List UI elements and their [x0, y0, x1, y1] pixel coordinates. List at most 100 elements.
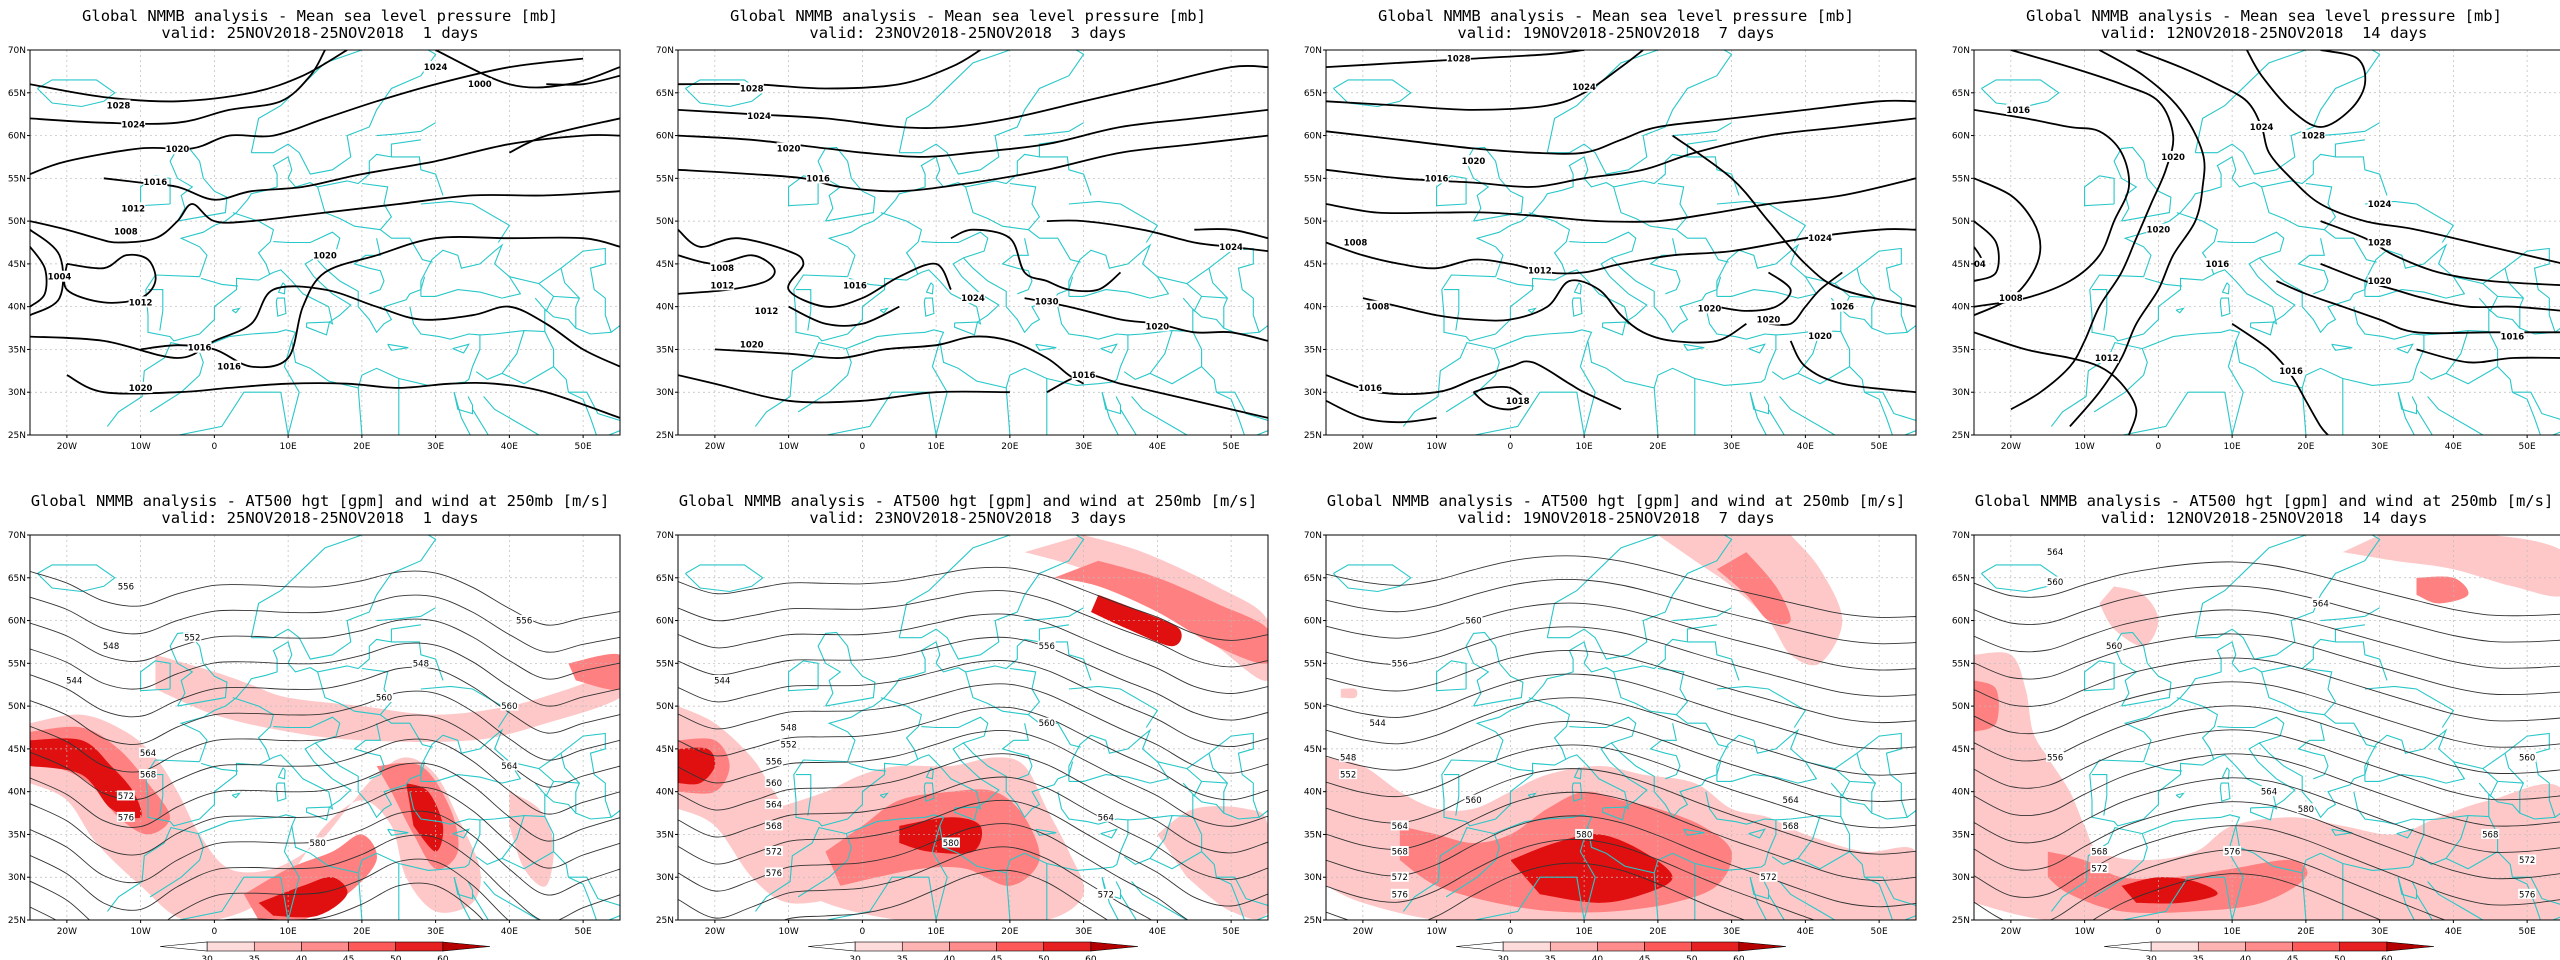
coastline: [1035, 828, 1057, 836]
coastline: [2488, 331, 2513, 393]
isobar-label-bg: [1572, 80, 1597, 92]
latitude-tick-label: 35N: [1952, 830, 1970, 840]
colorbar-segment: [301, 941, 349, 952]
coastline: [1906, 324, 1916, 333]
height-label: 560: [501, 702, 517, 712]
coastline: [2504, 247, 2556, 335]
height-contour: [1974, 825, 2560, 906]
coastline: [1149, 851, 1202, 870]
height-contour: [1974, 849, 2447, 920]
coastline: [1068, 243, 1170, 299]
coastline: [277, 282, 286, 295]
coastline: [2175, 792, 2185, 799]
coastline: [1208, 247, 1260, 335]
coastline: [376, 122, 436, 137]
coastline: [387, 828, 409, 836]
latitude-tick-label: 65N: [656, 89, 674, 99]
coastline: [2301, 872, 2307, 920]
isobar-label: 1018: [1506, 397, 1530, 407]
latitude-tick-label: 35N: [656, 345, 674, 355]
isobar-label-bg: [423, 61, 448, 73]
coastline: [361, 182, 393, 231]
coastline: [1748, 828, 1766, 839]
coastline: [1474, 876, 1577, 920]
height-label: 552: [1340, 771, 1356, 781]
isobar-label: 1008: [1366, 303, 1390, 313]
coastline: [880, 697, 923, 760]
longitude-tick-label: 40E: [2445, 442, 2462, 452]
height-contour: [1974, 609, 2560, 669]
height-contour: [678, 660, 1268, 748]
height-label-bg: [779, 722, 798, 732]
coastline: [793, 257, 1059, 342]
isobar-label-bg: [2006, 103, 2031, 115]
height-label-bg: [764, 777, 783, 788]
height-contour: [1326, 720, 1916, 802]
latitude-tick-label: 25N: [1304, 916, 1322, 926]
colorbar-segment: [395, 941, 444, 952]
height-label-bg: [1096, 811, 1115, 822]
isobar-label-bg: [121, 118, 146, 130]
height-label: 560: [766, 779, 782, 789]
longitude-tick-label: 50E: [2519, 927, 2536, 937]
coastline: [231, 307, 241, 314]
isobar-label: 1016: [2279, 367, 2303, 377]
isobar-label: 1020: [166, 145, 190, 155]
coastline: [1258, 809, 1268, 818]
coastline: [1157, 276, 1228, 299]
coastline: [2227, 340, 2244, 435]
height-label-bg: [1339, 769, 1358, 780]
latitude-tick-label: 45N: [1952, 260, 1970, 270]
coastline: [685, 79, 764, 108]
isobar-label-bg: [1071, 369, 1096, 381]
coastline: [2445, 366, 2498, 385]
coastline: [827, 139, 1069, 277]
coastline: [509, 276, 580, 299]
coastline: [2335, 156, 2388, 196]
coastline: [1039, 641, 1092, 681]
colorbar-label: 35: [897, 955, 908, 960]
coastline: [1441, 257, 1707, 342]
coastline: [501, 851, 554, 870]
colorbar-segment: [996, 941, 1045, 952]
height-contour: [1974, 705, 2560, 775]
height-label: 560: [1465, 796, 1481, 806]
coastline: [2144, 762, 2183, 772]
isobar-label-bg: [1505, 394, 1530, 406]
coastline: [2453, 761, 2524, 784]
coastline: [391, 156, 444, 196]
height-label: 560: [376, 694, 392, 704]
coastline: [1068, 200, 1159, 243]
coastline: [1333, 564, 1412, 593]
isobar-label: 1024: [1572, 83, 1596, 93]
coastline: [483, 881, 540, 920]
coastline: [610, 324, 620, 333]
coastline: [1474, 391, 1577, 435]
latitude-tick-label: 70N: [8, 531, 26, 541]
height-label: 556: [1039, 642, 1055, 652]
isobar-label: 1012: [1528, 267, 1552, 277]
coastline: [2224, 392, 2233, 435]
coastline: [1716, 243, 1818, 299]
longitude-tick-label: 50E: [575, 442, 592, 452]
coastline: [37, 564, 116, 593]
coastline: [1068, 728, 1170, 784]
colorbar-segment: [901, 941, 950, 952]
coastline: [2364, 243, 2466, 299]
height-label: 576: [2519, 890, 2535, 900]
isobar-label-bg: [2146, 223, 2171, 235]
height-label: 564: [2261, 788, 2277, 798]
coastline: [1035, 343, 1057, 351]
coastline: [472, 409, 489, 435]
colorbar-segment: [442, 941, 491, 952]
panel-title: Global NMMB analysis - Mean sea level pr…: [2026, 7, 2502, 25]
coastline: [200, 277, 239, 287]
latitude-tick-label: 70N: [1952, 46, 1970, 56]
map-frame: [677, 49, 1269, 436]
map-background: [678, 50, 1268, 435]
map-canvas: 1028 1024 1020 1016 1012 1008 1016 1020 1024 1030…: [656, 46, 1269, 452]
colorbar-label: 45: [1639, 955, 1650, 960]
coastline: [921, 231, 989, 259]
coastline: [2122, 876, 2225, 920]
height-label: 548: [103, 642, 119, 652]
